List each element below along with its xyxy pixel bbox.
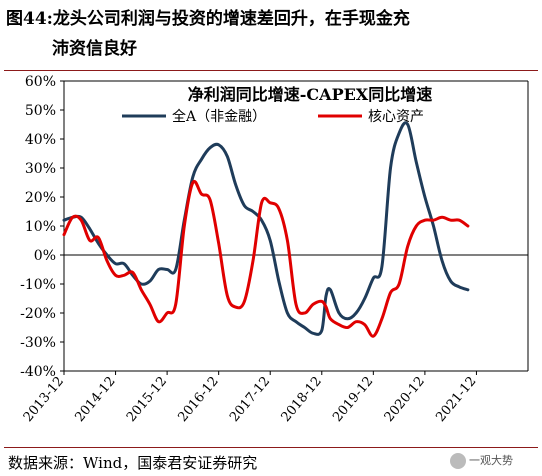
text-layer: -40% -30% -20% -10% 0% 10% 20% 30% 40% 50% 60% 2013… [20, 74, 479, 425]
y-tick-label: 10% [25, 219, 56, 235]
axis-layer [60, 80, 529, 375]
series-line-2 [62, 179, 470, 338]
top-rule [4, 70, 538, 71]
figure-title-line-2: 沛资信良好 [52, 39, 137, 59]
series-line-1 [62, 121, 470, 336]
x-tick-label: 2017-12 [227, 374, 273, 425]
y-tick-label: -20% [20, 306, 56, 322]
legend-label-1: 全A（非金融） [172, 108, 266, 125]
x-tick-label: 2014-12 [72, 374, 118, 425]
watermark-logo-icon [450, 453, 466, 469]
y-tick-label: 60% [25, 74, 56, 90]
x-tick-label: 2013-12 [21, 374, 67, 425]
x-tick-label: 2021-12 [433, 374, 479, 425]
y-tick-label: 40% [25, 132, 56, 148]
source-note: 数据来源：Wind，国泰君安证券研究 [8, 454, 258, 472]
series-layer [62, 121, 470, 338]
figure-title: 图44:龙头公司利润与投资的增速差回升，在手现金充 沛资信良好 [6, 4, 536, 64]
legend-label-2: 核心资产 [368, 109, 424, 125]
x-tick-label: 2019-12 [330, 374, 376, 425]
y-tick-label: -10% [20, 277, 56, 293]
x-tick-label: 2015-12 [124, 374, 170, 425]
watermark-text: 一观大势 [469, 454, 513, 467]
y-tick-label: 50% [25, 103, 56, 119]
y-tick-label: 20% [25, 190, 56, 206]
y-tick-label: -30% [20, 335, 56, 351]
bottom-rule [4, 447, 538, 448]
y-tick-label: 0% [34, 248, 56, 264]
figure-title-line-1: 图44:龙头公司利润与投资的增速差回升，在手现金充 [6, 9, 410, 29]
watermark: 一观大势 [450, 452, 513, 469]
y-tick-label: 30% [25, 161, 56, 177]
x-tick-label: 2018-12 [279, 374, 325, 425]
chart-title: 净利润同比增速-CAPEX同比增速 [188, 85, 432, 104]
x-tick-label: 2016-12 [176, 374, 222, 425]
y-tick-label: -40% [20, 364, 56, 380]
x-tick-label: 2020-12 [382, 374, 428, 425]
